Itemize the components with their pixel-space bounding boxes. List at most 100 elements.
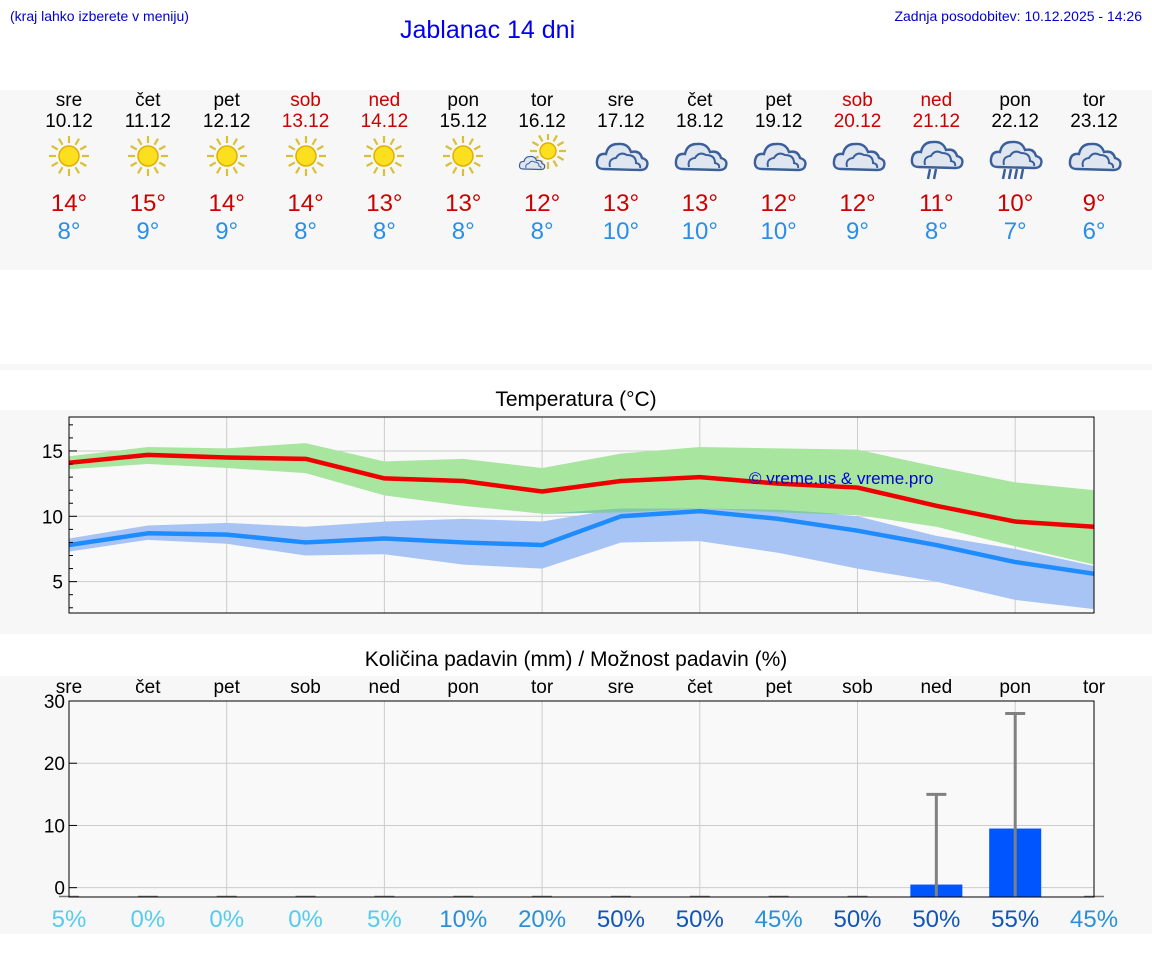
y-tick-label: 10 xyxy=(42,507,63,528)
sun-icon xyxy=(49,136,89,176)
precip-probability: 50% xyxy=(912,906,960,933)
day-column: ned 21.12 11° 8° xyxy=(896,90,976,246)
max-temp: 13° xyxy=(366,190,403,217)
day-axis-label: čet xyxy=(687,677,713,698)
day-strip: sre 10.12 14° 8° čet 11.12 15° 9° pet 12.12 14° 9° s… xyxy=(0,90,1152,270)
min-temp: 9° xyxy=(215,218,239,245)
min-temp: 8° xyxy=(451,218,475,245)
precip-probability: 50% xyxy=(833,906,881,933)
y-tick-label: 10 xyxy=(44,816,65,837)
temperature-chart-title: Temperatura (°C) xyxy=(495,388,657,411)
day-axis-label: ned xyxy=(920,677,952,698)
day-column: pon 15.12 13° 8° xyxy=(423,90,503,246)
precip-probability: 5% xyxy=(367,906,402,933)
max-temp: 10° xyxy=(997,190,1034,217)
forecast-band xyxy=(0,90,1152,270)
max-temp: 9° xyxy=(1082,190,1106,217)
day-axis-label: pon xyxy=(447,677,479,698)
day-column: tor 23.12 9° 6° xyxy=(1054,90,1134,246)
precip-probability: 10% xyxy=(439,906,487,933)
precip-probability: 45% xyxy=(1070,906,1118,933)
day-axis-label: pon xyxy=(999,677,1031,698)
min-temp: 10° xyxy=(681,218,718,245)
min-range-band xyxy=(69,508,1094,610)
sun-icon xyxy=(364,136,405,176)
day-name: pon xyxy=(999,90,1032,111)
max-temp: 13° xyxy=(681,190,718,217)
y-tick-label: 0 xyxy=(54,879,65,900)
sun-icon xyxy=(206,136,247,176)
max-temp-line xyxy=(69,452,1094,530)
cloud-icon xyxy=(753,142,807,172)
day-name: pon xyxy=(447,90,480,111)
day-name: tor xyxy=(1082,90,1106,111)
y-tick-label: 15 xyxy=(42,442,63,463)
min-temp: 8° xyxy=(530,218,554,245)
day-date: 16.12 xyxy=(518,111,566,132)
day-column: čet 18.12 13° 10° xyxy=(660,90,740,246)
min-temp: 8° xyxy=(294,218,318,245)
cloud-icon xyxy=(595,142,649,172)
max-temp: 12° xyxy=(839,190,876,217)
day-column: čet 11.12 15° 9° xyxy=(108,90,188,246)
heavy-rain-cloud-icon xyxy=(989,140,1043,180)
day-column: ned 14.12 13° 8° xyxy=(344,90,424,246)
day-column: pet 12.12 14° 9° xyxy=(187,90,267,246)
day-name: čet xyxy=(135,90,161,111)
sun-icon xyxy=(285,136,326,176)
day-name: čet xyxy=(687,90,713,111)
max-temp: 14° xyxy=(50,190,88,217)
precip-chart: sre čet pet sob ned pon tor sre čet pet sob ned pon t… xyxy=(44,677,1118,933)
precip-probability: 0% xyxy=(131,906,166,933)
day-date: 11.12 xyxy=(124,111,171,132)
precip-chart-title: Količina padavin (mm) / Možnost padavin … xyxy=(364,648,788,671)
day-name: pet xyxy=(213,90,240,111)
precip-probability: 20% xyxy=(518,906,566,933)
day-name: sre xyxy=(55,90,83,111)
day-date: 12.12 xyxy=(202,111,251,132)
max-temp: 14° xyxy=(287,190,324,217)
max-temp: 14° xyxy=(208,190,245,217)
min-temp: 10° xyxy=(602,218,640,245)
day-name: sob xyxy=(842,90,873,111)
precip-probability: 0% xyxy=(209,906,244,933)
precip-probability: 5% xyxy=(52,906,87,933)
plot-layer xyxy=(69,417,1094,613)
day-axis-label: tor xyxy=(531,677,554,698)
day-column: sob 20.12 12° 9° xyxy=(818,90,898,246)
sun-icon xyxy=(127,136,168,176)
page-title: Jablanac 14 dni xyxy=(400,16,576,44)
day-name: ned xyxy=(368,90,401,111)
max-temp: 11° xyxy=(919,190,954,217)
day-axis-label: sre xyxy=(56,677,82,698)
day-date: 21.12 xyxy=(912,111,961,132)
day-axis-label: ned xyxy=(369,677,401,698)
day-axis-label: sre xyxy=(608,677,634,698)
plot-frame xyxy=(68,700,1095,898)
max-temp: 12° xyxy=(760,190,797,217)
day-name: pet xyxy=(765,90,792,111)
day-date: 13.12 xyxy=(281,111,330,132)
max-temp: 13° xyxy=(445,190,482,217)
day-axis-label: tor xyxy=(1083,677,1106,698)
day-axis-label: čet xyxy=(135,677,161,698)
day-name: sob xyxy=(290,90,321,111)
cloud-icon xyxy=(674,142,728,172)
day-column: sre 17.12 13° 10° xyxy=(581,90,661,246)
y-tick-label: 5 xyxy=(52,573,63,594)
max-range-band xyxy=(69,443,1094,565)
y-tick-label: 30 xyxy=(44,692,65,713)
cloud-icon xyxy=(832,142,886,172)
sun-cloud-icon xyxy=(518,134,567,171)
min-temp: 9° xyxy=(846,218,869,245)
watermark: © vreme.us & vreme.pro xyxy=(749,469,933,488)
day-axis-label: sob xyxy=(842,677,873,698)
min-temp: 10° xyxy=(760,218,797,245)
max-temp: 13° xyxy=(602,190,640,217)
cloud-icon xyxy=(1068,142,1122,172)
rain-cloud-icon xyxy=(911,140,964,180)
day-axis-label: pet xyxy=(765,677,792,698)
day-date: 18.12 xyxy=(676,111,724,132)
day-name: tor xyxy=(531,90,554,111)
precip-probability: 50% xyxy=(676,906,724,933)
